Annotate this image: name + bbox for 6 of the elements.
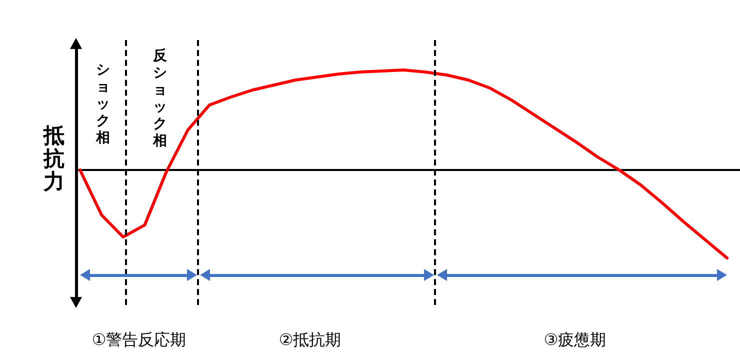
y-axis-title: 抵抗力 (42, 123, 64, 194)
text: ③疲憊期 (544, 330, 606, 351)
annotation: 反ショック相 (152, 48, 168, 150)
annotation: ショック相 (95, 62, 111, 147)
text: ①警告反応期 (92, 330, 186, 351)
text: ②抵抗期 (278, 330, 342, 351)
